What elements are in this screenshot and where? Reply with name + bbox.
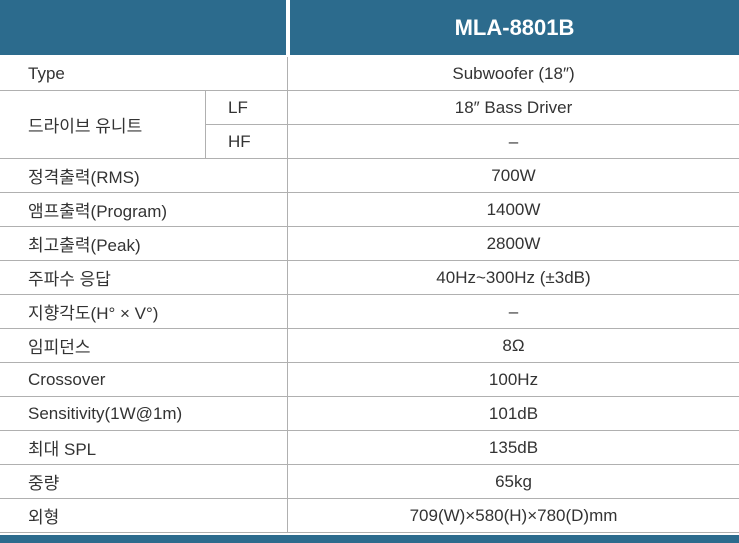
row-label: Type (0, 57, 288, 91)
row-label: 주파수 응답 (0, 261, 288, 295)
band-label: LF (206, 91, 288, 125)
row-value: 65kg (288, 465, 739, 499)
row-label: 드라이브 유니트 (0, 91, 206, 159)
row-value: 2800W (288, 227, 739, 261)
row-value: – (288, 125, 739, 159)
row-value: 40Hz~300Hz (±3dB) (288, 261, 739, 295)
header-model: MLA-8801B (290, 0, 739, 55)
row-label: Crossover (0, 363, 288, 397)
row-value: 700W (288, 159, 739, 193)
bottom-bar (0, 535, 739, 543)
row-label: 지향각도(H° × V°) (0, 295, 288, 329)
row-value: 100Hz (288, 363, 739, 397)
row-value: 101dB (288, 397, 739, 431)
row-label: 최대 SPL (0, 431, 288, 465)
row-value: Subwoofer (18″) (288, 57, 739, 91)
row-value: 709(W)×580(H)×780(D)mm (288, 499, 739, 533)
row-value: 135dB (288, 431, 739, 465)
row-value: 8Ω (288, 329, 739, 363)
row-label: 중량 (0, 465, 288, 499)
row-label: 최고출력(Peak) (0, 227, 288, 261)
row-value: – (288, 295, 739, 329)
header-blank (0, 0, 286, 55)
row-label: 외형 (0, 499, 288, 533)
row-label: 정격출력(RMS) (0, 159, 288, 193)
row-value: 1400W (288, 193, 739, 227)
row-label: 임피던스 (0, 329, 288, 363)
band-label: HF (206, 125, 288, 159)
row-value: 18″ Bass Driver (288, 91, 739, 125)
row-label: 앰프출력(Program) (0, 193, 288, 227)
row-label: Sensitivity(1W@1m) (0, 397, 288, 431)
